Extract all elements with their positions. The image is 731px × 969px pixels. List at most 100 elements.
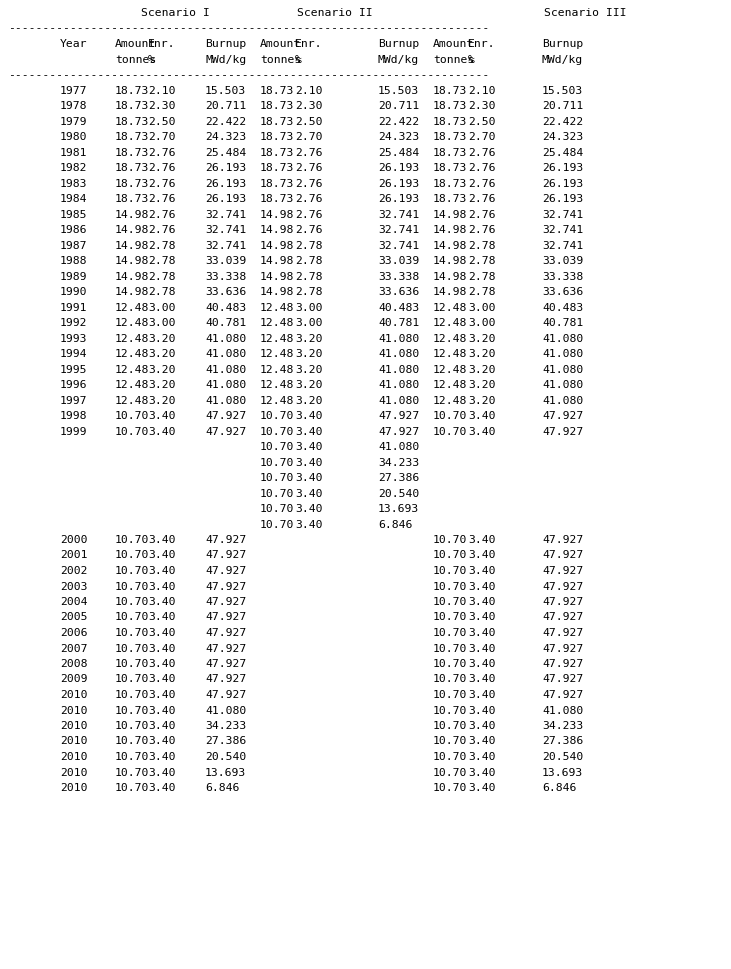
Text: 10.70: 10.70 [115,690,149,700]
Text: 10.70: 10.70 [115,628,149,638]
Text: 3.20: 3.20 [295,364,322,374]
Text: 3.40: 3.40 [468,659,496,669]
Text: 1993: 1993 [60,333,88,343]
Text: 3.40: 3.40 [148,628,175,638]
Text: 1995: 1995 [60,364,88,374]
Text: 10.70: 10.70 [433,550,467,560]
Text: 10.70: 10.70 [115,752,149,762]
Text: 40.483: 40.483 [542,302,583,312]
Text: 2004: 2004 [60,597,88,607]
Text: Amount: Amount [260,39,301,49]
Text: 3.20: 3.20 [468,380,496,390]
Text: 41.080: 41.080 [205,395,246,405]
Text: MWd/kg: MWd/kg [542,54,583,65]
Text: 1977: 1977 [60,85,88,96]
Text: 20.711: 20.711 [205,101,246,111]
Text: 2010: 2010 [60,736,88,746]
Text: 13.693: 13.693 [205,767,246,777]
Text: 40.781: 40.781 [542,318,583,328]
Text: 6.846: 6.846 [542,783,576,793]
Text: 1988: 1988 [60,256,88,266]
Text: 10.70: 10.70 [433,643,467,653]
Text: 3.40: 3.40 [148,783,175,793]
Text: 2.78: 2.78 [295,271,322,282]
Text: 2.78: 2.78 [468,240,496,251]
Text: 3.40: 3.40 [468,550,496,560]
Text: 3.40: 3.40 [468,752,496,762]
Text: 47.927: 47.927 [205,690,246,700]
Text: 26.193: 26.193 [542,163,583,173]
Text: 34.233: 34.233 [205,721,246,731]
Text: 3.40: 3.40 [148,426,175,436]
Text: 41.080: 41.080 [378,364,420,374]
Text: 47.927: 47.927 [205,581,246,591]
Text: 47.927: 47.927 [542,690,583,700]
Text: 14.98: 14.98 [115,225,149,235]
Text: 2.76: 2.76 [468,209,496,220]
Text: 33.338: 33.338 [378,271,420,282]
Text: 12.48: 12.48 [433,318,467,328]
Text: 47.927: 47.927 [205,674,246,684]
Text: 10.70: 10.70 [115,705,149,715]
Text: 47.927: 47.927 [542,411,583,421]
Text: 3.40: 3.40 [148,643,175,653]
Text: 3.40: 3.40 [148,705,175,715]
Text: 10.70: 10.70 [433,674,467,684]
Text: 18.73: 18.73 [115,85,149,96]
Text: 3.40: 3.40 [468,426,496,436]
Text: 14.98: 14.98 [260,209,295,220]
Text: 3.40: 3.40 [468,705,496,715]
Text: 2001: 2001 [60,550,88,560]
Text: 18.73: 18.73 [115,116,149,127]
Text: Enr.: Enr. [148,39,175,49]
Text: 15.503: 15.503 [542,85,583,96]
Text: 3.20: 3.20 [295,349,322,359]
Text: 41.080: 41.080 [378,380,420,390]
Text: 2.76: 2.76 [468,147,496,158]
Text: 3.20: 3.20 [468,395,496,405]
Text: 40.483: 40.483 [205,302,246,312]
Text: 32.741: 32.741 [542,225,583,235]
Text: 1979: 1979 [60,116,88,127]
Text: 10.70: 10.70 [115,612,149,622]
Text: 2.50: 2.50 [295,116,322,127]
Text: 33.636: 33.636 [205,287,246,297]
Text: 3.40: 3.40 [468,581,496,591]
Text: 1980: 1980 [60,132,88,142]
Text: 18.73: 18.73 [433,132,467,142]
Text: 20.540: 20.540 [542,752,583,762]
Text: 12.48: 12.48 [115,318,149,328]
Text: 18.73: 18.73 [433,85,467,96]
Text: 3.40: 3.40 [468,690,496,700]
Text: 3.40: 3.40 [148,736,175,746]
Text: 41.080: 41.080 [542,349,583,359]
Text: 2.76: 2.76 [148,209,175,220]
Text: 10.70: 10.70 [433,612,467,622]
Text: 47.927: 47.927 [542,628,583,638]
Text: 12.48: 12.48 [260,364,295,374]
Text: 27.386: 27.386 [542,736,583,746]
Text: 41.080: 41.080 [542,395,583,405]
Text: 22.422: 22.422 [378,116,420,127]
Text: 41.080: 41.080 [205,349,246,359]
Text: 2.78: 2.78 [468,271,496,282]
Text: 3.20: 3.20 [468,364,496,374]
Text: 14.98: 14.98 [433,287,467,297]
Text: 41.080: 41.080 [205,333,246,343]
Text: 2.76: 2.76 [295,147,322,158]
Text: 25.484: 25.484 [542,147,583,158]
Text: 2.76: 2.76 [148,178,175,189]
Text: 26.193: 26.193 [542,178,583,189]
Text: 2.70: 2.70 [148,132,175,142]
Text: 1982: 1982 [60,163,88,173]
Text: 12.48: 12.48 [433,380,467,390]
Text: 10.70: 10.70 [260,519,295,529]
Text: 2010: 2010 [60,783,88,793]
Text: Burnup: Burnup [542,39,583,49]
Text: 10.70: 10.70 [260,426,295,436]
Text: 12.48: 12.48 [433,364,467,374]
Text: 2.78: 2.78 [148,256,175,266]
Text: 14.98: 14.98 [115,271,149,282]
Text: 2.76: 2.76 [295,178,322,189]
Text: 3.40: 3.40 [468,674,496,684]
